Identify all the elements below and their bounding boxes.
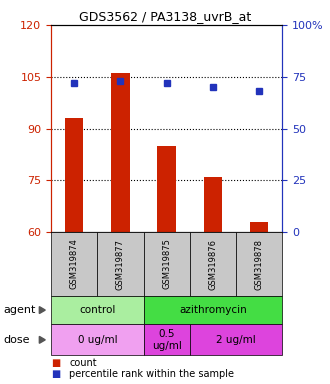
Bar	[204, 177, 222, 232]
Text: percentile rank within the sample: percentile rank within the sample	[69, 369, 234, 379]
Text: dose: dose	[3, 335, 30, 345]
Text: GSM319877: GSM319877	[116, 238, 125, 290]
Polygon shape	[39, 306, 45, 313]
Text: agent: agent	[3, 305, 36, 315]
Text: GSM319876: GSM319876	[208, 238, 217, 290]
Text: control: control	[79, 305, 116, 315]
Text: GSM319874: GSM319874	[70, 238, 79, 290]
Text: ■: ■	[51, 358, 60, 368]
Bar	[65, 118, 83, 232]
Polygon shape	[39, 336, 45, 343]
Text: GDS3562 / PA3138_uvrB_at: GDS3562 / PA3138_uvrB_at	[79, 10, 251, 23]
Text: 0.5
ug/ml: 0.5 ug/ml	[152, 329, 182, 351]
Bar	[250, 222, 268, 232]
Text: GSM319878: GSM319878	[254, 238, 264, 290]
Text: 0 ug/ml: 0 ug/ml	[78, 335, 117, 345]
Text: GSM319875: GSM319875	[162, 238, 171, 290]
Text: count: count	[69, 358, 97, 368]
Bar	[157, 146, 176, 232]
Text: ■: ■	[51, 369, 60, 379]
Text: azithromycin: azithromycin	[179, 305, 247, 315]
Text: 2 ug/ml: 2 ug/ml	[216, 335, 256, 345]
Bar	[111, 73, 130, 232]
